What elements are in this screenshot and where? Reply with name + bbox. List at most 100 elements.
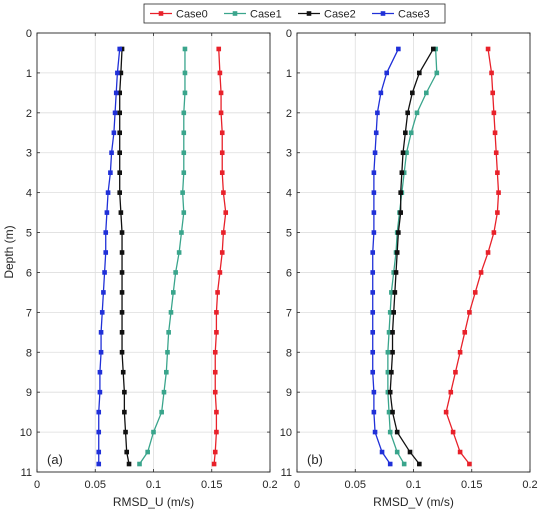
data-point — [496, 190, 501, 195]
data-point — [390, 330, 395, 335]
panel-label: (b) — [307, 452, 323, 467]
data-point — [372, 429, 378, 435]
data-point — [370, 270, 376, 275]
data-point — [467, 310, 472, 315]
y-tick-label: 4 — [286, 188, 292, 200]
x-tick-label: 0.1 — [406, 479, 421, 491]
data-point — [159, 409, 164, 415]
data-point — [485, 46, 491, 52]
data-point — [457, 449, 463, 455]
data-point — [212, 349, 218, 355]
y-tick-label: 7 — [286, 307, 292, 319]
data-point — [472, 290, 478, 295]
data-point — [386, 330, 392, 335]
x-tick-label: 0 — [34, 479, 40, 491]
data-point — [118, 210, 124, 215]
y-tick-label: 10 — [20, 427, 32, 439]
series-line — [445, 48, 500, 465]
data-point — [219, 130, 225, 136]
y-tick-label: 5 — [26, 228, 32, 240]
data-point — [370, 330, 376, 335]
x-tick-label: 0.15 — [201, 479, 222, 491]
data-point — [394, 449, 400, 455]
legend-label: Case1 — [250, 9, 282, 21]
panel-a: 0 0.05 0.1 0.15 0.2 0 1 2 3 4 5 6 7 8 9 10 11 RMSD_U (m/s… — [20, 28, 278, 509]
data-point — [103, 230, 109, 235]
legend-marker — [380, 11, 386, 16]
data-point — [214, 409, 219, 415]
data-point — [434, 70, 440, 76]
data-point — [398, 190, 403, 195]
data-point — [443, 409, 449, 415]
data-point — [408, 130, 414, 136]
data-point — [124, 449, 130, 455]
data-point — [389, 369, 394, 375]
y-tick-label: 1 — [26, 68, 32, 80]
y-tick-label: 6 — [286, 267, 292, 279]
data-point — [385, 349, 391, 355]
data-point — [166, 330, 171, 335]
data-point — [403, 130, 408, 136]
y-tick-label: 11 — [21, 467, 32, 479]
data-point — [119, 46, 125, 52]
data-point — [111, 130, 117, 136]
data-point — [119, 290, 125, 295]
data-point — [214, 429, 219, 435]
data-point — [117, 110, 123, 116]
data-point — [370, 310, 376, 315]
data-point — [181, 130, 187, 136]
series-case3 — [370, 46, 401, 467]
x-tick-label: 0.05 — [85, 479, 106, 491]
series-line — [138, 48, 186, 465]
data-point — [119, 230, 125, 235]
data-point — [211, 461, 217, 467]
x-axis-label: RMSD_V (m/s) — [373, 495, 454, 509]
legend-marker — [232, 11, 238, 16]
data-point — [119, 310, 125, 315]
data-point — [398, 210, 403, 215]
data-point — [214, 310, 219, 315]
data-point — [370, 250, 376, 255]
y-tick-label: 7 — [26, 307, 32, 319]
data-point — [117, 130, 123, 136]
data-point — [394, 250, 400, 255]
data-point — [387, 310, 393, 315]
data-point — [104, 210, 110, 215]
data-point — [212, 449, 218, 455]
data-point — [417, 70, 422, 76]
data-point — [375, 110, 380, 116]
data-point — [96, 449, 102, 455]
data-point — [137, 461, 142, 467]
data-point — [120, 369, 126, 375]
data-point — [401, 461, 407, 467]
data-point — [387, 429, 393, 435]
legend-box — [143, 3, 446, 24]
x-tick-label: 0.05 — [345, 479, 366, 491]
data-point — [182, 90, 188, 96]
data-point — [379, 449, 385, 455]
data-point — [218, 110, 224, 116]
data-point — [495, 170, 500, 175]
data-point — [101, 290, 106, 295]
data-point — [179, 230, 184, 235]
data-point — [370, 349, 376, 355]
data-point — [219, 250, 225, 255]
data-point — [371, 170, 377, 175]
data-point — [217, 270, 223, 275]
data-point — [387, 461, 393, 467]
data-point — [96, 409, 102, 415]
data-point — [102, 270, 107, 275]
y-tick-label: 2 — [286, 108, 292, 120]
data-point — [117, 46, 123, 52]
legend-entry-case1: Case1 — [224, 9, 282, 21]
series-line — [389, 48, 434, 465]
y-tick-label: 0 — [26, 28, 32, 40]
data-point — [113, 90, 119, 96]
y-tick-label: 5 — [286, 228, 292, 240]
data-point — [145, 449, 150, 455]
y-tick-label: 3 — [286, 148, 292, 160]
data-point — [117, 170, 123, 175]
y-tick-label: 1 — [286, 68, 292, 80]
data-point — [393, 270, 399, 275]
data-point — [401, 170, 407, 175]
